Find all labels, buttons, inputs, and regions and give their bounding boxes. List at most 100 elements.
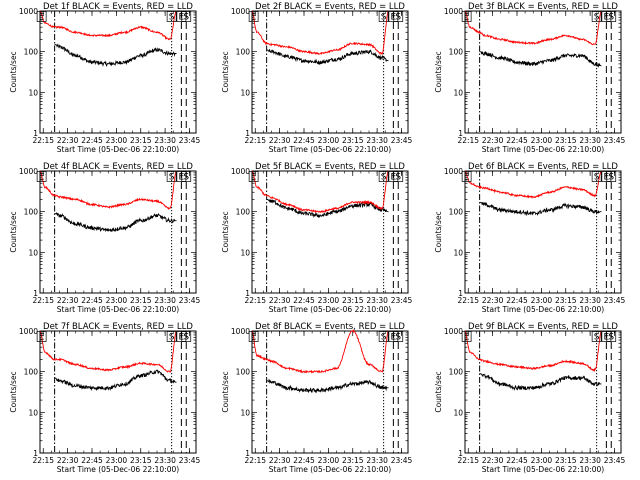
lld-series — [464, 10, 602, 46]
x-tick-label: 23:15 — [342, 456, 364, 465]
marker-label: S — [594, 333, 600, 343]
y-tick-label: 1000 — [19, 327, 38, 336]
y-tick-label: 1 — [245, 449, 250, 458]
y-tick-label: 1 — [245, 289, 250, 298]
marker-label: E — [251, 173, 257, 183]
marker-label: E — [251, 13, 257, 23]
marker-box — [36, 331, 47, 342]
marker-label: E — [251, 333, 257, 343]
marker-label: E — [464, 13, 470, 23]
marker-box — [181, 331, 192, 342]
y-tick-label: 1 — [458, 129, 463, 138]
panel-title: Det 5f BLACK = Events, RED = LLD — [255, 162, 405, 172]
marker-label: S — [395, 173, 401, 183]
events-series — [479, 201, 602, 217]
lld-series — [39, 170, 177, 211]
x-tick-label: 22:30 — [57, 456, 79, 465]
x-tick-label: 22:15 — [457, 456, 479, 465]
x-tick-label: 23:45 — [391, 136, 413, 145]
y-tick-label: 1 — [33, 449, 38, 458]
x-tick-label: 22:15 — [244, 456, 266, 465]
x-tick-label: 23:45 — [604, 136, 626, 145]
marker-box — [601, 11, 612, 22]
x-tick-label: 23:00 — [531, 456, 553, 465]
marker-box — [461, 171, 472, 182]
y-tick-label: 100 — [449, 48, 464, 57]
marker-label: S — [608, 173, 614, 183]
y-axis-label: Counts/sec — [221, 211, 230, 252]
y-tick-label: 1000 — [231, 327, 250, 336]
plot-frame — [251, 10, 409, 134]
y-axis-label: Counts/sec — [9, 51, 18, 92]
x-tick-label: 23:30 — [154, 136, 176, 145]
y-axis-label: Counts/sec — [221, 371, 230, 412]
x-tick-label: 22:45 — [293, 296, 315, 305]
lld-series — [39, 10, 177, 41]
y-tick-label: 1000 — [231, 7, 250, 16]
x-tick-label: 22:15 — [32, 296, 54, 305]
x-tick-label: 23:45 — [179, 296, 201, 305]
x-tick-label: 23:00 — [106, 296, 128, 305]
x-tick-label: 22:30 — [269, 456, 291, 465]
x-tick-label: 23:15 — [130, 456, 152, 465]
x-tick-label: 22:30 — [482, 456, 504, 465]
x-tick-label: 22:45 — [506, 136, 528, 145]
x-axis-label: Start Time (05-Dec-06 22:10:00) — [482, 145, 604, 154]
x-axis-label: Start Time (05-Dec-06 22:10:00) — [482, 305, 604, 314]
events-series — [266, 198, 389, 218]
plot-frame — [464, 170, 622, 294]
x-tick-label: 23:45 — [179, 136, 201, 145]
events-series — [54, 43, 177, 67]
lld-series — [251, 170, 389, 214]
y-axis-label: Counts/sec — [221, 51, 230, 92]
marker-label: S — [381, 173, 387, 183]
y-tick-label: 10 — [453, 408, 463, 417]
y-axis-label: Counts/sec — [434, 51, 443, 92]
y-axis-label: Counts/sec — [434, 211, 443, 252]
y-tick-label: 1000 — [444, 327, 463, 336]
y-axis-label: Counts/sec — [9, 371, 18, 412]
y-tick-label: 1000 — [19, 167, 38, 176]
x-axis-label: Start Time (05-Dec-06 22:10:00) — [57, 145, 179, 154]
x-tick-label: 23:45 — [391, 296, 413, 305]
x-tick-label: 22:45 — [293, 456, 315, 465]
y-tick-label: 10 — [28, 408, 38, 417]
panel-title: Det 9f BLACK = Events, RED = LLD — [468, 322, 618, 332]
panel-1: Det 1f BLACK = Events, RED = LLD 1 10 100 10… — [9, 2, 201, 154]
y-tick-label: 10 — [453, 248, 463, 257]
x-tick-label: 22:45 — [506, 296, 528, 305]
panel-6: Det 6f BLACK = Events, RED = LLD 1 10 100 10… — [434, 162, 626, 314]
panel-2: Det 2f BLACK = Events, RED = LLD 1 10 100 10… — [221, 2, 413, 154]
plot-frame — [251, 330, 409, 454]
y-tick-label: 10 — [28, 248, 38, 257]
y-tick-label: 10 — [453, 88, 463, 97]
x-tick-label: 22:15 — [457, 296, 479, 305]
marker-box — [378, 331, 389, 342]
marker-label: S — [183, 173, 189, 183]
panel-7: Det 7f BLACK = Events, RED = LLD 1 10 100 10… — [9, 322, 201, 474]
marker-label: S — [594, 13, 600, 23]
events-series — [54, 369, 177, 392]
y-tick-label: 1000 — [231, 167, 250, 176]
x-axis-label: Start Time (05-Dec-06 22:10:00) — [57, 305, 179, 314]
panel-title: Det 6f BLACK = Events, RED = LLD — [468, 162, 618, 172]
x-tick-label: 22:45 — [81, 136, 103, 145]
y-axis-label: Counts/sec — [434, 371, 443, 412]
plot-frame — [464, 10, 622, 134]
marker-label: E — [464, 333, 470, 343]
marker-box — [166, 11, 177, 22]
y-tick-label: 100 — [24, 48, 39, 57]
panel-5: Det 5f BLACK = Events, RED = LLD 1 10 100 10… — [221, 162, 413, 314]
panel-title: Det 2f BLACK = Events, RED = LLD — [255, 2, 405, 12]
marker-box — [591, 11, 602, 22]
x-tick-label: 23:30 — [579, 296, 601, 305]
x-tick-label: 23:15 — [555, 296, 577, 305]
marker-box — [378, 11, 389, 22]
x-tick-label: 22:30 — [482, 296, 504, 305]
marker-box — [36, 171, 47, 182]
marker-label: E — [39, 173, 45, 183]
marker-label: S — [395, 333, 401, 343]
marker-label: S — [608, 333, 614, 343]
y-tick-label: 1 — [33, 129, 38, 138]
marker-box — [606, 171, 617, 182]
